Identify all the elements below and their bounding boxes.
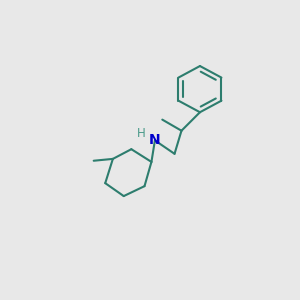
Text: H: H: [137, 128, 146, 140]
Text: N: N: [149, 134, 161, 147]
